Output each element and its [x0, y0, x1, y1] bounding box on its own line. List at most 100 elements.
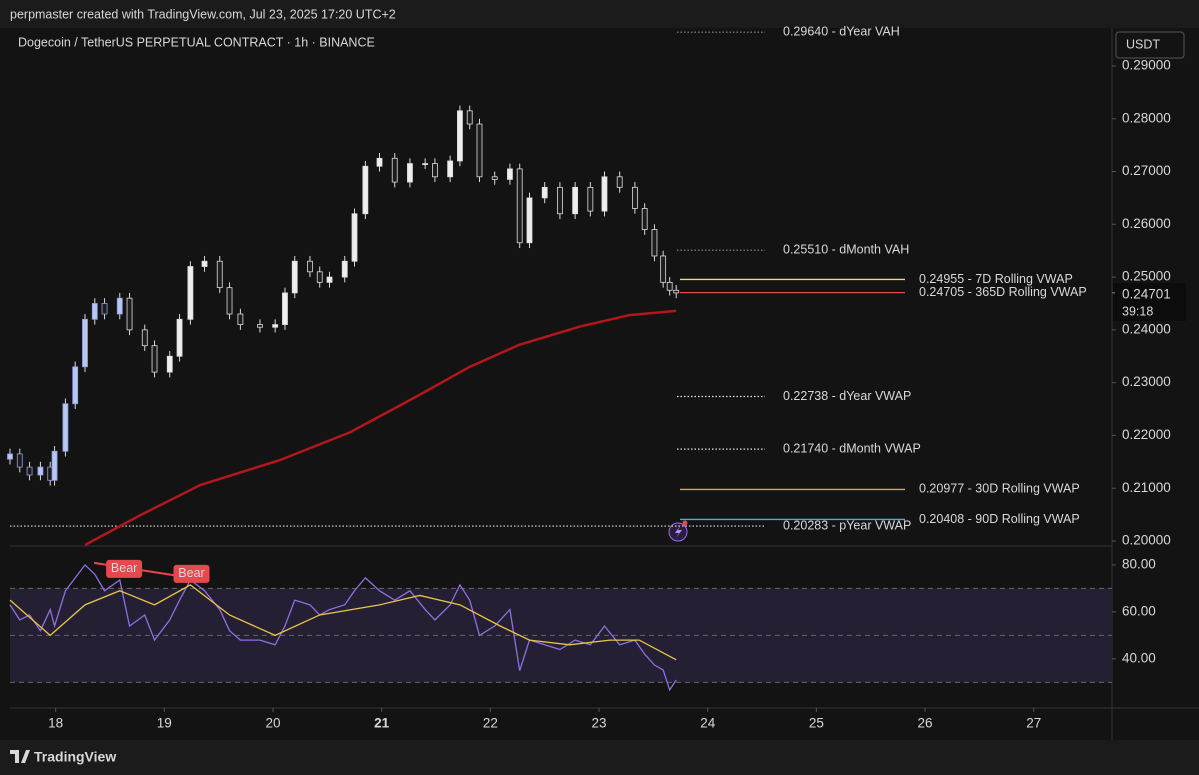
candle-body [391, 157, 398, 183]
x-tick-label: 22 [483, 716, 498, 731]
level-label: 0.25510 - dMonth VAH [783, 242, 909, 256]
candle-body [216, 260, 223, 289]
candle-body [362, 165, 369, 215]
countdown: 39:18 [1122, 304, 1153, 318]
header-bar [0, 0, 1199, 28]
x-tick-label: 23 [592, 716, 607, 731]
annotation-box [173, 564, 210, 583]
candle-body [7, 453, 13, 460]
y-tick-label: 0.27000 [1122, 163, 1171, 178]
candle-body [166, 355, 173, 373]
candle-body [62, 403, 69, 452]
candle-body [176, 318, 183, 357]
candle-body [466, 110, 473, 125]
x-tick-label: 26 [918, 716, 933, 731]
candle-body [507, 168, 513, 180]
footer-logo [10, 750, 30, 763]
candle-body [201, 260, 208, 267]
candle-body [491, 176, 498, 180]
candle-body [557, 186, 563, 215]
candle-body [272, 324, 279, 328]
candle-body [572, 186, 579, 215]
brand: TradingView [34, 749, 116, 765]
y-tick-label: 0.24000 [1122, 321, 1171, 336]
y-tick-label: 0.26000 [1122, 216, 1171, 231]
annotation-box [106, 559, 143, 578]
level-label: 0.24955 - 7D Rolling VWAP [919, 272, 1073, 286]
annotation-label: Bear [111, 561, 137, 575]
candle-body [641, 208, 648, 230]
candle-body [126, 297, 133, 331]
y-tick-label: 60.00 [1122, 603, 1156, 618]
y-tick-label: 80.00 [1122, 556, 1156, 571]
y-tick-label: 0.23000 [1122, 374, 1171, 389]
candle-body [291, 260, 298, 294]
candle-body [673, 289, 680, 294]
candle-body [237, 313, 244, 325]
candle-body [422, 163, 429, 166]
candle-body [666, 281, 673, 291]
candle-body [141, 329, 148, 347]
logo-mark [10, 750, 30, 763]
y-tick-label: 0.28000 [1122, 110, 1171, 125]
candle-body [72, 366, 79, 405]
level-label: 0.21740 - dMonth VWAP [783, 441, 921, 455]
level-label: 0.20408 - 90D Rolling VWAP [919, 512, 1080, 526]
candle-body [16, 453, 23, 468]
x-tick-label: 25 [809, 716, 824, 731]
alert-bolt [675, 526, 682, 538]
y-tick-label: 0.22000 [1122, 427, 1171, 442]
candle-body [151, 345, 158, 373]
last-price: 0.24701 [1122, 287, 1171, 302]
candle-body [541, 186, 548, 199]
y-tick-label: 0.21000 [1122, 480, 1171, 495]
candle-body [82, 318, 88, 368]
credit: perpmaster created with TradingView.com,… [10, 7, 396, 21]
rsi-line [9, 584, 677, 661]
candle-body [51, 450, 58, 481]
candle-body [37, 466, 44, 476]
price-box [1113, 283, 1186, 321]
candle-body [587, 186, 594, 212]
candle-body [282, 292, 288, 325]
level-label: 0.20283 - pYear VWAP [783, 518, 911, 532]
annotation-label: Bear [178, 566, 204, 580]
candle-body [26, 466, 33, 476]
candle-body [457, 110, 463, 162]
candle-body [516, 168, 523, 244]
x-tick-label: 20 [265, 716, 280, 731]
level-label: 0.29640 - dYear VAH [783, 24, 900, 38]
candle-body [376, 157, 383, 167]
candle-body [91, 303, 98, 320]
candle-body [116, 297, 123, 315]
candle-body [526, 197, 533, 244]
candle-body [326, 276, 333, 283]
candle-body [632, 186, 638, 209]
currency-box[interactable] [1115, 31, 1185, 59]
vwap-curve [84, 309, 677, 547]
candle-body [447, 160, 454, 178]
candle-body [341, 260, 348, 278]
candle-body [651, 229, 658, 257]
y-tick-label: 0.25000 [1122, 269, 1171, 284]
candle-body [101, 303, 108, 315]
x-tick-label: 19 [157, 716, 172, 731]
level-label: 0.24705 - 365D Rolling VWAP [919, 285, 1087, 299]
candle-body [316, 271, 323, 283]
y-tick-label: 40.00 [1122, 650, 1156, 665]
candle-body [616, 176, 623, 188]
level-label: 0.20977 - 30D Rolling VWAP [919, 482, 1080, 496]
candle-body [307, 260, 313, 273]
candle-body [660, 255, 667, 283]
y-tick-label: 0.20000 [1122, 533, 1171, 548]
x-tick-label: 18 [48, 716, 63, 731]
candle-body [351, 213, 358, 262]
candle-body [432, 163, 438, 178]
level-label: 0.22738 - dYear VWAP [783, 389, 911, 403]
currency: USDT [1126, 37, 1160, 51]
x-tick-label: 27 [1026, 716, 1041, 731]
x-tick-label: 24 [700, 716, 716, 731]
candle-body [476, 123, 483, 178]
candle-body [257, 324, 263, 328]
